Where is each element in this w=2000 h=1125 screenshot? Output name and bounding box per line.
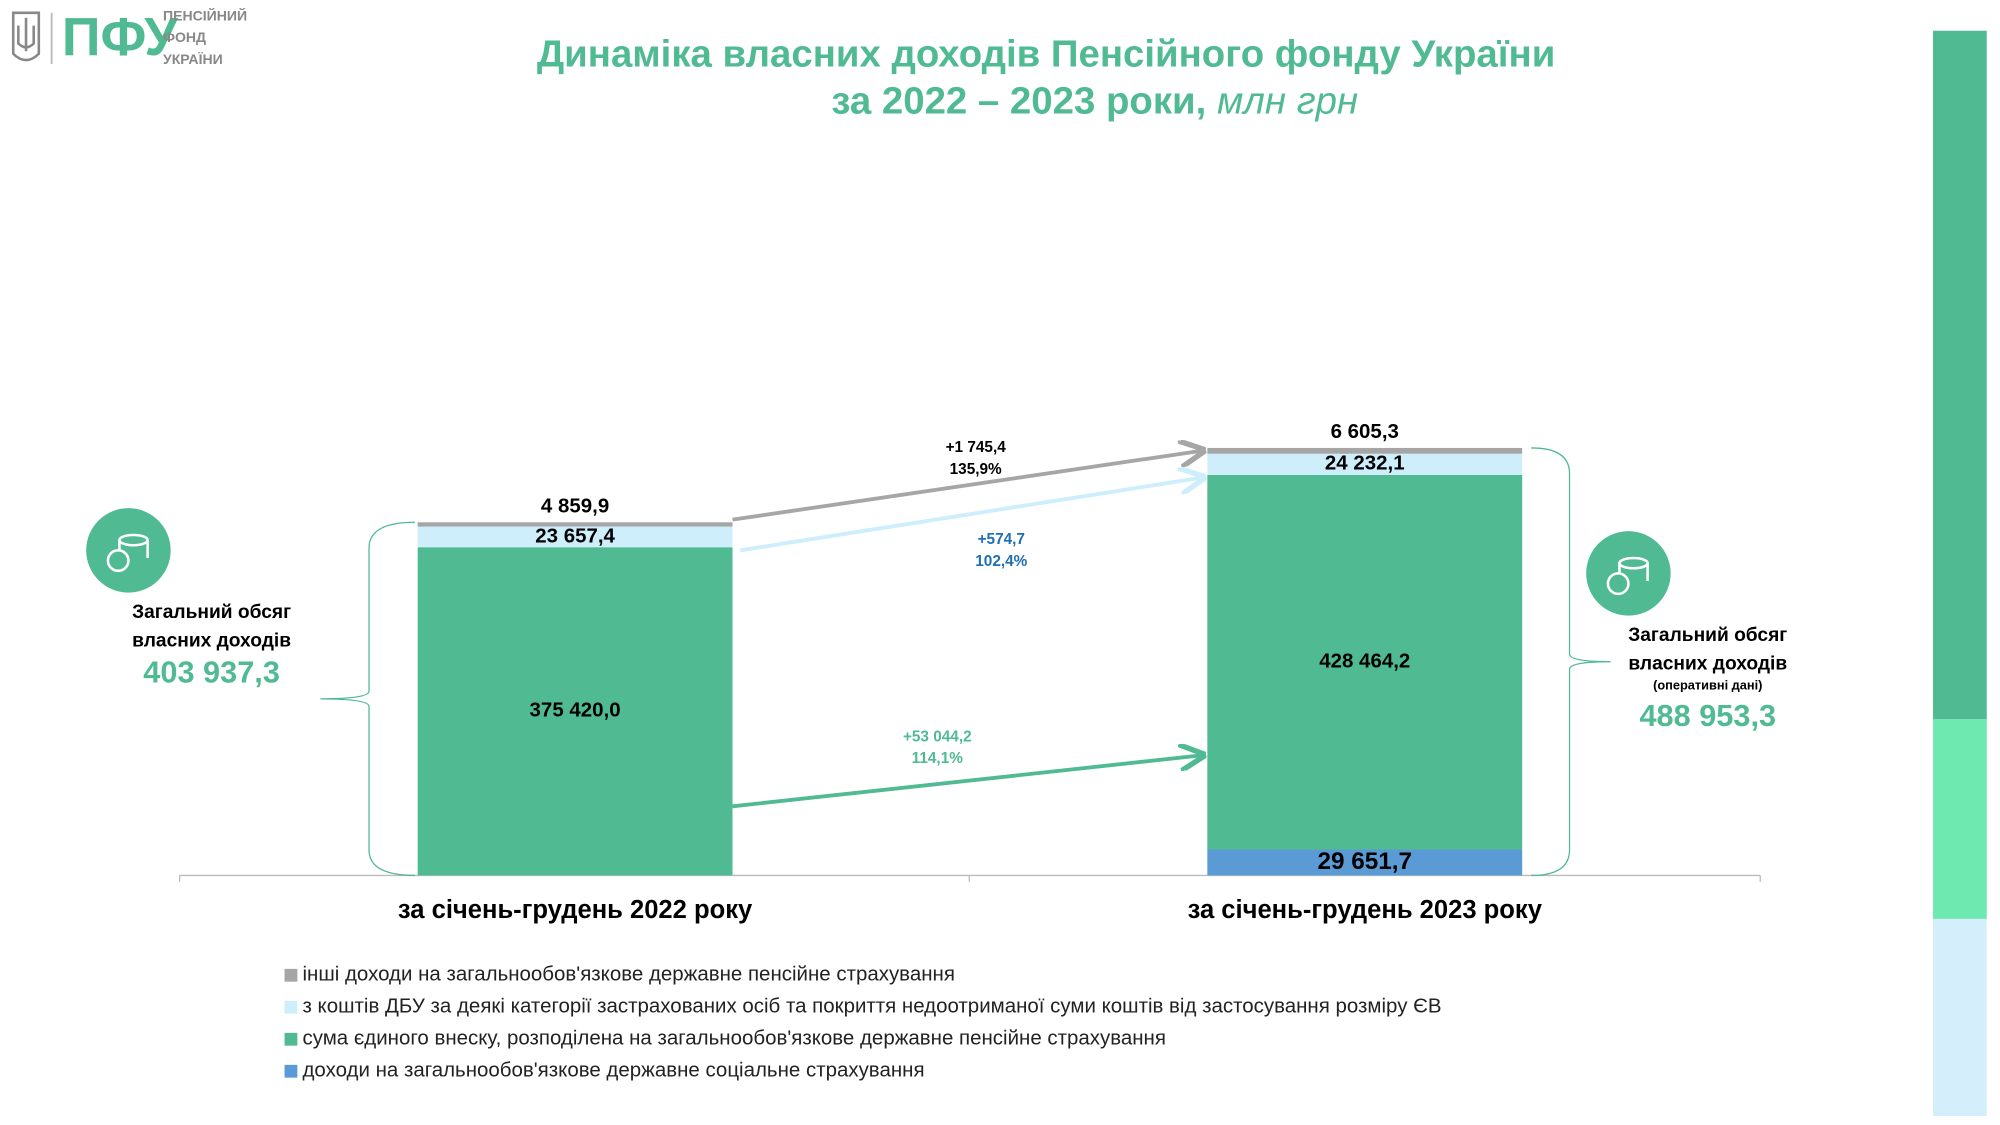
x-tick-label: за січень-грудень 2023 року: [1188, 896, 1543, 924]
bar-segment: [1207, 453, 1523, 475]
data-label: 23 657,4: [535, 524, 615, 547]
total-value: 488 953,3: [1639, 698, 1776, 733]
logo: ПФУ ПЕНСІЙНИЙ ФОНД УКРАЇНИ: [11, 6, 247, 67]
side-strip: [1933, 918, 1987, 1117]
unit: млн грн: [1217, 80, 1358, 123]
bar-segment: [1207, 474, 1523, 850]
data-label: 4 859,9: [541, 494, 609, 517]
legend-swatch: [284, 1032, 298, 1046]
legend-label: інші доходи на загальнообов'язкове держа…: [302, 963, 954, 986]
logo-text: УКРАЇНИ: [163, 51, 223, 67]
bar-segment: [1207, 447, 1523, 454]
data-label: 29 651,7: [1317, 848, 1412, 875]
bar-segment: [417, 547, 733, 876]
total-caption: власних доходів: [1628, 653, 1787, 674]
change-arrow: [732, 451, 1204, 522]
total-caption: Загальний обсяг: [132, 602, 291, 623]
data-label: 24 232,1: [1325, 452, 1405, 475]
brace: [1531, 447, 1611, 877]
total-value: 403 937,3: [143, 655, 280, 690]
x-tick-label: за січень-грудень 2022 року: [398, 896, 753, 924]
legend-label: сума єдиного внеску, розподілена на зага…: [302, 1027, 1165, 1050]
change-percent: 135,9%: [950, 461, 1002, 478]
total-caption: Загальний обсяг: [1628, 625, 1787, 646]
legend-swatch: [284, 1000, 298, 1014]
legend-swatch: [284, 968, 298, 982]
change-label: +53 044,2: [903, 728, 972, 745]
logo-emblem: [11, 11, 41, 62]
change-percent: 114,1%: [912, 750, 964, 767]
legend-label: доходи на загальнообов'язкове державне с…: [302, 1059, 924, 1082]
bar-segment: [1207, 849, 1523, 876]
logo-abbr: ПФУ: [62, 7, 178, 67]
chart-subtitle: за 2022 – 2023 роки, млн грн: [831, 80, 1358, 123]
logo-text: ФОНД: [163, 29, 206, 45]
change-label: +1 745,4: [946, 439, 1007, 456]
coin-icon: [1586, 531, 1671, 616]
brace: [320, 521, 416, 877]
bar-segment: [417, 526, 733, 548]
change-label: +574,7: [978, 531, 1025, 548]
data-label: 6 605,3: [1331, 420, 1399, 443]
chart-title: Динаміка власних доходів Пенсійного фонд…: [537, 32, 1555, 75]
side-strip: [1933, 719, 1987, 919]
data-label: 428 464,2: [1319, 650, 1410, 673]
coin-icon: [86, 508, 171, 593]
legend-label: з коштів ДБУ за деякі категорії застрахо…: [302, 995, 1441, 1018]
legend-swatch: [284, 1064, 298, 1078]
logo-text: ПЕНСІЙНИЙ: [163, 6, 247, 23]
change-arrow: [732, 755, 1204, 809]
data-label: 375 420,0: [530, 699, 621, 722]
bar-segment: [417, 522, 733, 527]
total-caption: власних доходів: [132, 630, 291, 651]
change-percent: 102,4%: [975, 553, 1027, 570]
logo-emblem: [17, 17, 35, 52]
side-strip: [1933, 30, 1987, 720]
change-arrow: [739, 477, 1203, 553]
subtitle-text: за 2022 – 2023 роки,: [831, 80, 1206, 123]
total-note: (оперативні дані): [1653, 677, 1762, 692]
